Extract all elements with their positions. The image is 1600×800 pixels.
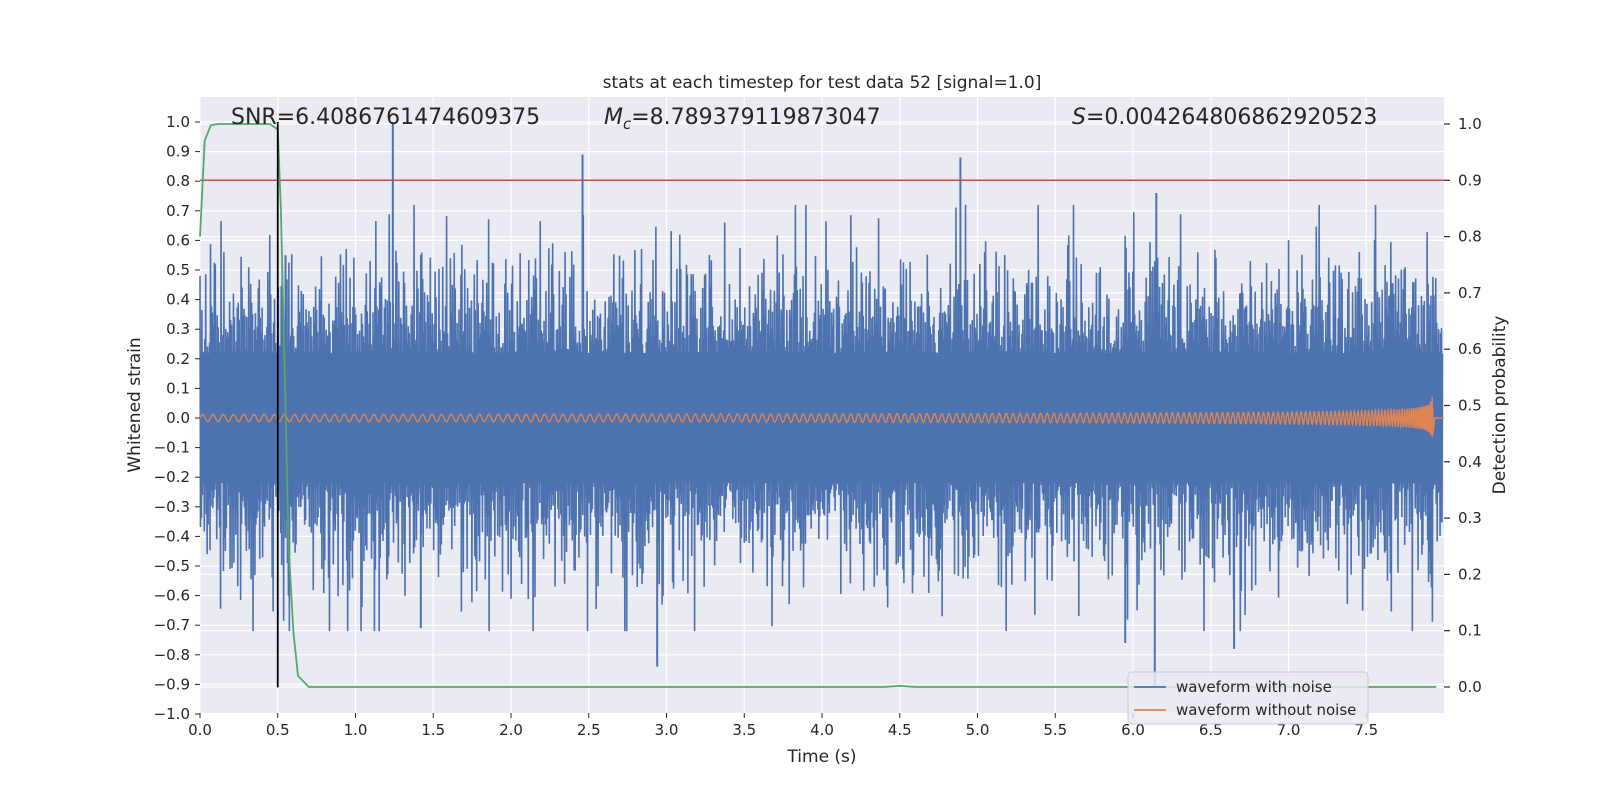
plot-area — [199, 122, 1444, 688]
x-tick-label: 6.0 — [1121, 721, 1145, 739]
x-tick-label: 0.5 — [266, 721, 290, 739]
s-symbol: S — [1072, 105, 1086, 130]
x-tick-label: 0.0 — [188, 721, 212, 739]
legend-label: waveform without noise — [1176, 701, 1356, 719]
x-tick-label: 2.0 — [499, 721, 523, 739]
y2-tick-label: 0.6 — [1458, 340, 1482, 358]
x-tick-label: 6.5 — [1199, 721, 1223, 739]
x-tick-label: 7.5 — [1354, 721, 1378, 739]
y-tick-label: −1.0 — [154, 705, 190, 723]
y-tick-label: 0.6 — [166, 231, 190, 249]
y-tick-label: −0.4 — [154, 527, 190, 545]
x-tick-label: 2.5 — [577, 721, 601, 739]
chart-title: stats at each timestep for test data 52 … — [603, 73, 1042, 93]
y-tick-label: 0.5 — [166, 261, 190, 279]
y-tick-label: −0.5 — [154, 557, 190, 575]
legend: waveform with noise waveform without nois… — [1127, 671, 1369, 725]
y2-tick-label: 0.4 — [1458, 453, 1482, 471]
y-tick-label: −0.7 — [154, 616, 190, 634]
y2-tick-label: 0.7 — [1458, 284, 1482, 302]
chirp-mass-annotation: Mc=8.789379119873047 — [604, 105, 881, 133]
y-tick-label: 0.3 — [166, 320, 190, 338]
y2-tick-label: 0.8 — [1458, 228, 1482, 246]
snr-annotation: SNR=6.4086761474609375 — [231, 105, 540, 130]
y2-tick-label: 0.2 — [1458, 565, 1482, 583]
y-tick-label: −0.1 — [154, 439, 190, 457]
y2-tick-label: 1.0 — [1458, 115, 1482, 133]
s-annotation: S=0.004264806862920523 — [1072, 105, 1377, 130]
y-tick-label: −0.6 — [154, 587, 190, 605]
x-tick-label: 5.0 — [966, 721, 990, 739]
legend-label: waveform with noise — [1176, 678, 1332, 696]
x-tick-label: 7.0 — [1277, 721, 1301, 739]
x-axis-title: Time (s) — [786, 747, 856, 767]
y2-tick-label: 0.3 — [1458, 509, 1482, 527]
y-tick-label: 0.1 — [166, 379, 190, 397]
y-tick-label: −0.2 — [154, 468, 190, 486]
y2-axis-title: Detection probability — [1490, 316, 1510, 495]
axes: 1.0 0.9 0.8 0.7 0.6 0.5 0.4 0.3 0.2 0.1 0.0 −0.1 −0.… — [154, 113, 1482, 739]
detection-probability-line — [199, 123, 1437, 688]
s-value: =0.004264806862920523 — [1086, 105, 1377, 130]
x-tick-label: 3.0 — [655, 721, 679, 739]
y-tick-label: 0.0 — [166, 409, 190, 427]
chirp-mass-symbol: M — [604, 105, 623, 130]
y-tick-label: 0.7 — [166, 202, 190, 220]
y-tick-label: 0.2 — [166, 350, 190, 368]
y-tick-label: 1.0 — [166, 113, 190, 131]
y2-tick-label: 0.5 — [1458, 397, 1482, 415]
x-tick-label: 1.5 — [421, 721, 445, 739]
y-tick-label: 0.9 — [166, 143, 190, 161]
y-tick-label: −0.8 — [154, 646, 190, 664]
y-tick-label: −0.3 — [154, 498, 190, 516]
x-tick-label: 4.5 — [888, 721, 912, 739]
x-tick-label: 5.5 — [1043, 721, 1067, 739]
chirp-mass-value: =8.789379119873047 — [631, 105, 880, 130]
x-tick-label: 3.5 — [732, 721, 756, 739]
legend-box — [1127, 671, 1369, 725]
x-tick-label: 4.0 — [810, 721, 834, 739]
y-axis-title: Whitened strain — [125, 337, 145, 472]
y-tick-label: −0.9 — [154, 675, 190, 693]
y2-tick-label: 0.0 — [1458, 678, 1482, 696]
x-tick-label: 1.0 — [344, 721, 368, 739]
chirp-mass-subscript: c — [623, 115, 632, 133]
y-tick-label: 0.4 — [166, 291, 190, 309]
y2-tick-label: 0.1 — [1458, 622, 1482, 640]
clean-waveform-line — [199, 397, 1444, 438]
y-tick-label: 0.8 — [166, 172, 190, 190]
y2-tick-label: 0.9 — [1458, 171, 1482, 189]
